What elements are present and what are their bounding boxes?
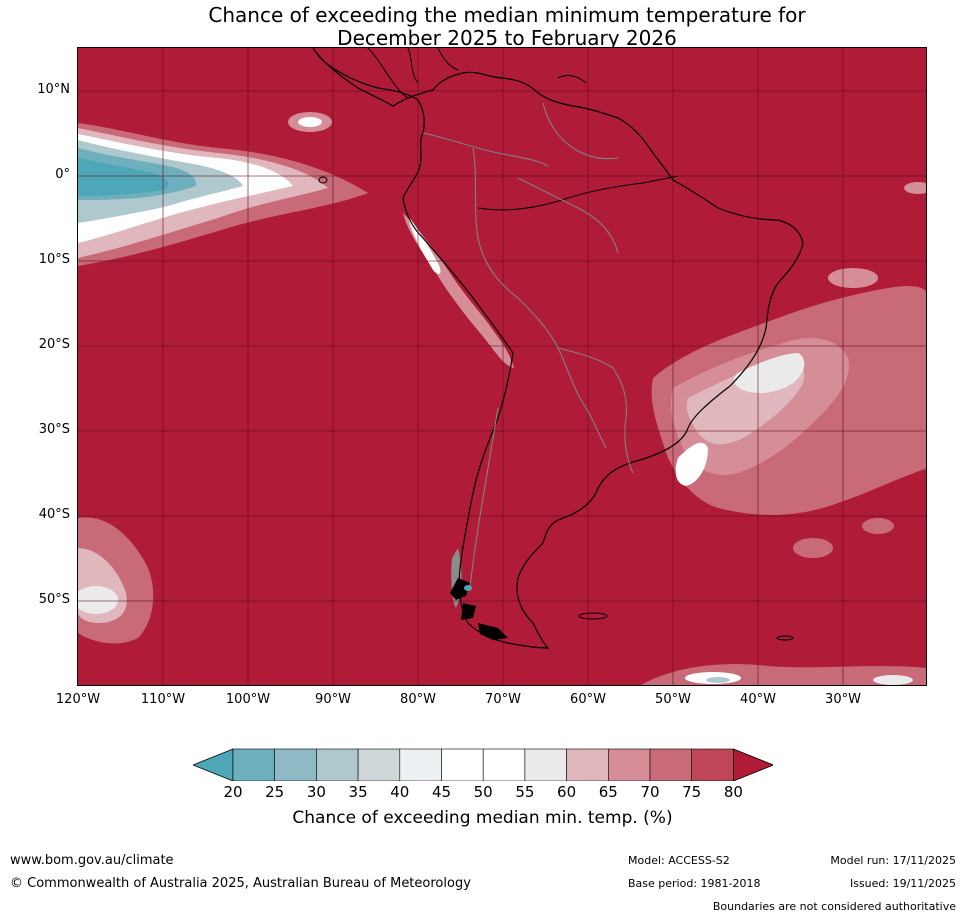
colorbar-segment-60-65: [566, 748, 609, 782]
colorbar-tick-80: 80: [723, 783, 743, 801]
colorbar-segment-55-60: [524, 748, 567, 782]
footer-issued: Issued: 19/11/2025: [849, 877, 956, 890]
colorbar-segment-20-25: [232, 748, 276, 782]
southwest-pacific-patch: [78, 517, 154, 644]
colorbar-segment-40-45: [399, 748, 442, 782]
lat-label-10n: 10°N: [37, 82, 70, 97]
colorbar-segment-50-55: [482, 748, 526, 782]
footer-website: www.bom.gov.au/climate: [10, 853, 174, 868]
colorbar-tick-45: 45: [431, 783, 452, 801]
lat-label-0: 0°: [55, 167, 70, 182]
central-america-coastline: [367, 48, 587, 99]
lon-label-30w: 30°W: [825, 692, 861, 707]
colorbar-tick-55: 55: [515, 783, 535, 801]
lon-label-70w: 70°W: [485, 692, 521, 707]
map-title: Chance of exceeding the median minimum t…: [0, 4, 965, 50]
lon-label-120w: 120°W: [55, 692, 101, 707]
south-atlantic-patch: [651, 182, 926, 558]
title-line-2: December 2025 to February 2026: [337, 26, 677, 50]
graticule: [78, 48, 926, 685]
colorbar-tick-60: 60: [557, 783, 577, 801]
country-borders: [422, 102, 634, 589]
colorbar-segment-35-40: [357, 748, 401, 782]
colorbar-tick-75: 75: [682, 783, 702, 801]
colorbar-segment-65-70: [607, 748, 651, 782]
title-line-1: Chance of exceeding the median minimum t…: [208, 3, 806, 27]
colorbar-segment-25-30: [274, 748, 317, 782]
pacific-cool-anomaly: [78, 123, 368, 266]
lat-label-10s: 10°S: [38, 252, 70, 267]
colorbar-tick-35: 35: [348, 783, 368, 801]
footer-model: Model: ACCESS-S2: [628, 854, 730, 867]
colorbar-svg: [191, 748, 775, 782]
colorbar-arrow-low: [191, 748, 234, 782]
colorbar-tick-25: 25: [265, 783, 285, 801]
lon-label-40w: 40°W: [740, 692, 776, 707]
footer-disclaimer: Boundaries are not considered authoritat…: [712, 900, 956, 913]
colorbar-arrow-high: [733, 748, 775, 782]
colorbar-segment-30-35: [316, 748, 359, 782]
colorbar-segment-75-80: [691, 748, 734, 782]
islands: [318, 176, 794, 641]
south-america-coastline: [312, 48, 804, 649]
colorbar-tick-30: 30: [306, 783, 326, 801]
footer-model-run: Model run: 17/11/2025: [830, 854, 956, 867]
lon-label-110w: 110°W: [140, 692, 186, 707]
colorbar-tick-50: 50: [473, 783, 493, 801]
colorbar-segment-45-50: [441, 748, 484, 782]
amazon-river: [477, 175, 679, 211]
southern-ocean-patch: [641, 664, 926, 685]
map-panel: [77, 47, 927, 686]
colorbar-tick-20: 20: [223, 783, 243, 801]
lat-label-20s: 20°S: [38, 337, 70, 352]
lat-label-30s: 30°S: [38, 422, 70, 437]
pacific-warm-patch: [288, 112, 332, 132]
lon-label-100w: 100°W: [225, 692, 271, 707]
lon-label-80w: 80°W: [400, 692, 436, 707]
colorbar-label: Chance of exceeding median min. temp. (%…: [292, 808, 673, 828]
colorbar-tick-70: 70: [640, 783, 660, 801]
colorbar-tick-65: 65: [598, 783, 618, 801]
map-svg: [78, 48, 926, 685]
footer-copyright: © Commonwealth of Australia 2025, Austra…: [10, 876, 471, 891]
lon-label-90w: 90°W: [315, 692, 351, 707]
lon-label-50w: 50°W: [655, 692, 691, 707]
lat-label-50s: 50°S: [38, 592, 70, 607]
footer-base-period: Base period: 1981-2018: [628, 877, 761, 890]
lon-label-60w: 60°W: [570, 692, 606, 707]
colorbar-tick-40: 40: [390, 783, 410, 801]
colorbar-segment-70-75: [649, 748, 693, 782]
lat-label-40s: 40°S: [38, 507, 70, 522]
colorbar: [191, 747, 775, 785]
